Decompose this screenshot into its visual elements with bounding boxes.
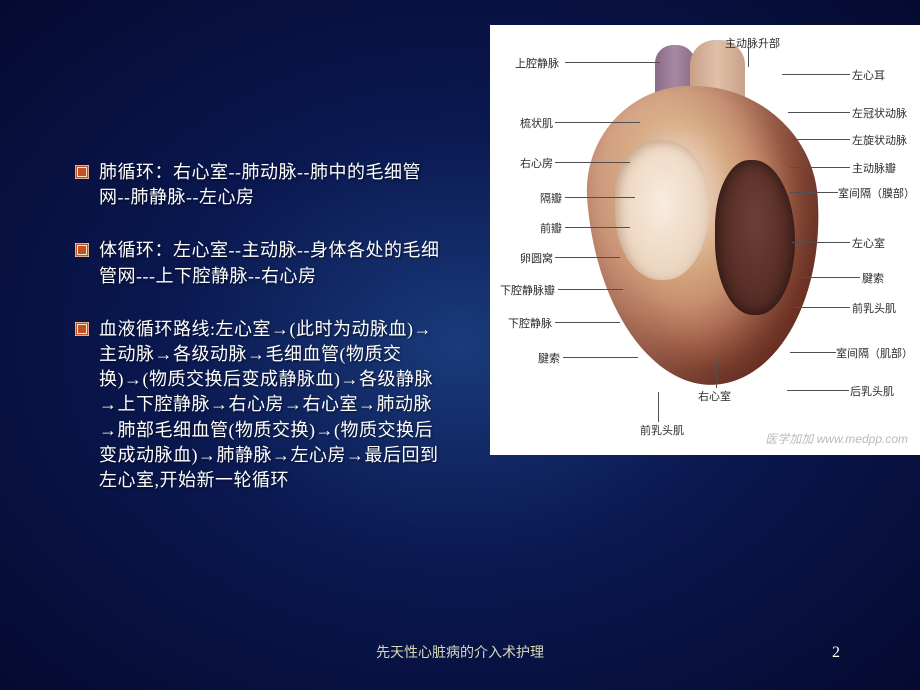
anatomy-label: 腱索 bbox=[862, 270, 884, 286]
right-atrium-cutaway bbox=[615, 140, 710, 280]
leader-line bbox=[798, 277, 860, 278]
bullet-square-icon bbox=[75, 322, 89, 336]
leader-line bbox=[788, 112, 850, 113]
anatomy-label: 室间隔（膜部） bbox=[838, 185, 915, 201]
leader-line bbox=[565, 197, 635, 198]
bullet-text: 血液循环路线:左心室→(此时为动脉血)→主动脉→各级动脉→毛细血管(物质交换)→… bbox=[99, 317, 445, 493]
bullet-item: 肺循环：右心室--肺动脉--肺中的毛细管网--肺静脉--左心房 bbox=[75, 160, 445, 210]
anatomy-label: 前瓣 bbox=[540, 220, 562, 236]
leader-line bbox=[790, 352, 836, 353]
leader-line bbox=[790, 167, 850, 168]
leader-line bbox=[748, 47, 749, 67]
diagram-watermark: 医学加加 www.medpp.com bbox=[765, 430, 908, 447]
leader-line bbox=[787, 390, 849, 391]
leader-line bbox=[782, 74, 850, 75]
leader-line bbox=[790, 139, 850, 140]
leader-line bbox=[658, 392, 659, 422]
anatomy-label: 左心耳 bbox=[852, 67, 885, 83]
leader-line bbox=[563, 357, 638, 358]
bullet-item: 体循环：左心室--主动脉--身体各处的毛细管网---上下腔静脉--右心房 bbox=[75, 238, 445, 288]
anatomy-label: 右心室 bbox=[698, 388, 731, 404]
heart-anatomy-diagram: 医学加加 www.medpp.com 上腔静脉梳状肌右心房隔瓣前瓣卵圆窝下腔静脉… bbox=[490, 25, 920, 455]
page-number: 2 bbox=[832, 644, 840, 662]
anatomy-label: 梳状肌 bbox=[520, 115, 553, 131]
leader-line bbox=[555, 257, 620, 258]
leader-line bbox=[792, 242, 850, 243]
leader-line bbox=[558, 289, 623, 290]
bullet-text: 体循环：左心室--主动脉--身体各处的毛细管网---上下腔静脉--右心房 bbox=[99, 238, 445, 288]
anatomy-label: 下腔静脉 bbox=[508, 315, 552, 331]
anatomy-label: 主动脉瓣 bbox=[852, 160, 896, 176]
slide-title: 先天性心脏病的介入术护理 bbox=[0, 642, 920, 662]
anatomy-label: 主动脉升部 bbox=[725, 35, 780, 51]
leader-line bbox=[565, 227, 630, 228]
anatomy-label: 后乳头肌 bbox=[850, 383, 894, 399]
anatomy-label: 左旋状动脉 bbox=[852, 132, 907, 148]
bullet-square-icon bbox=[75, 165, 89, 179]
bullet-item: 血液循环路线:左心室→(此时为动脉血)→主动脉→各级动脉→毛细血管(物质交换)→… bbox=[75, 317, 445, 493]
leader-line bbox=[555, 122, 640, 123]
leader-line bbox=[716, 358, 717, 388]
anatomy-label: 腱索 bbox=[538, 350, 560, 366]
bullet-square-icon bbox=[75, 243, 89, 257]
bullet-text: 肺循环：右心室--肺动脉--肺中的毛细管网--肺静脉--左心房 bbox=[99, 160, 445, 210]
anatomy-label: 前乳头肌 bbox=[640, 422, 684, 438]
leader-line bbox=[555, 162, 630, 163]
anatomy-label: 左冠状动脉 bbox=[852, 105, 907, 121]
anatomy-label: 右心房 bbox=[520, 155, 553, 171]
anatomy-label: 隔瓣 bbox=[540, 190, 562, 206]
leader-line bbox=[555, 322, 620, 323]
anatomy-label: 左心室 bbox=[852, 235, 885, 251]
bullet-list: 肺循环：右心室--肺动脉--肺中的毛细管网--肺静脉--左心房体循环：左心室--… bbox=[75, 160, 445, 521]
leader-line bbox=[790, 192, 838, 193]
leader-line bbox=[795, 307, 850, 308]
anatomy-label: 室间隔（肌部） bbox=[836, 345, 913, 361]
anatomy-label: 下腔静脉瓣 bbox=[500, 282, 555, 298]
anatomy-label: 卵圆窝 bbox=[520, 250, 553, 266]
anatomy-label: 上腔静脉 bbox=[515, 55, 559, 71]
anatomy-label: 前乳头肌 bbox=[852, 300, 896, 316]
leader-line bbox=[565, 62, 660, 63]
